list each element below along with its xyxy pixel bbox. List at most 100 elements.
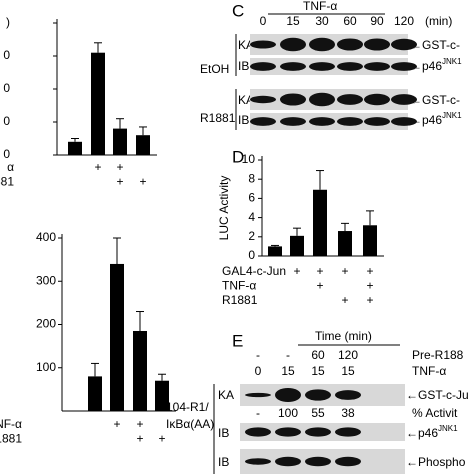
cell: 15 <box>311 364 325 378</box>
cell: 15 <box>341 364 355 378</box>
band <box>280 37 306 52</box>
band-label: ←p46JNK1 <box>410 111 462 127</box>
group-label: R1881 <box>200 111 236 125</box>
band <box>364 38 390 51</box>
band <box>305 456 331 467</box>
y-tick-label: 0 <box>3 48 10 62</box>
y-tick-label: 200 <box>36 317 56 331</box>
band <box>335 456 361 467</box>
condition-mark: + <box>366 279 373 293</box>
condition-mark: + <box>293 264 300 278</box>
bar <box>91 52 105 156</box>
y-tick-label: 8 <box>248 171 255 185</box>
band-text: ←p46 <box>406 426 438 440</box>
row-label: Pre-R188 <box>412 348 464 362</box>
band <box>391 117 417 126</box>
y-tick-label: 4 <box>248 210 255 224</box>
unit: (min) <box>425 14 452 28</box>
condition-label: GAL4-c-Jun <box>222 264 286 278</box>
y-tick-label: 2 <box>248 229 255 243</box>
band-label: ←GST-c-Ju <box>406 388 469 402</box>
condition-mark: + <box>116 160 123 174</box>
condition-label: 1881 <box>0 432 22 446</box>
band-text: ←p46 <box>410 113 442 127</box>
condition-label: TNF-α <box>222 279 256 293</box>
band <box>364 93 390 106</box>
cell: 0 <box>255 364 262 378</box>
band <box>335 390 361 400</box>
y-tick-label: 100 <box>36 360 56 374</box>
band <box>309 92 335 107</box>
time-header: Time (min) <box>315 329 372 343</box>
panel-title: D <box>232 147 244 166</box>
band <box>337 117 363 126</box>
band <box>280 93 306 106</box>
y-tick-label: ) <box>6 15 10 29</box>
y-tick-label: 0 <box>3 81 10 95</box>
condition-label: R1881 <box>222 293 258 307</box>
band <box>337 38 363 51</box>
band <box>391 62 417 71</box>
condition-mark: + <box>139 175 146 189</box>
band-text: ←p46 <box>410 59 442 73</box>
band <box>250 117 276 126</box>
condition-mark: + <box>366 264 373 278</box>
condition-mark: + <box>116 175 123 189</box>
y-axis-label: LUC Activity <box>217 176 231 241</box>
band <box>337 62 363 71</box>
row-label: TNF-α <box>412 364 446 378</box>
time-label: 0 <box>260 14 267 28</box>
band <box>280 62 306 71</box>
band <box>245 392 271 398</box>
band <box>391 94 417 105</box>
condition-mark: + <box>113 417 120 431</box>
band <box>309 37 335 52</box>
condition-mark: + <box>341 264 348 278</box>
condition-mark: + <box>94 160 101 174</box>
band <box>245 427 271 437</box>
ib-label: IB <box>238 59 249 73</box>
band <box>305 389 331 401</box>
band-label: ←GST-c- <box>410 93 460 107</box>
band <box>335 427 361 437</box>
condition-mark: + <box>136 417 143 431</box>
band-label: ←p46JNK1 <box>406 424 458 440</box>
band <box>245 458 271 465</box>
cell-line: IκBα(AA) <box>166 417 214 431</box>
band <box>309 62 335 71</box>
y-tick-label: 400 <box>36 230 56 244</box>
y-tick-label: 0 <box>3 114 10 128</box>
band <box>337 94 363 105</box>
treatment: TNF-α <box>303 0 337 13</box>
y-tick-label: 10 <box>242 152 256 166</box>
panel-title: C <box>232 1 244 20</box>
band <box>275 456 301 467</box>
condition-mark: + <box>136 432 143 446</box>
condition-mark: + <box>158 432 165 446</box>
time-label: 15 <box>286 14 300 28</box>
band <box>250 95 276 104</box>
bar <box>290 235 304 256</box>
group-label: EtOH <box>200 62 229 76</box>
condition-label: α <box>7 160 14 174</box>
cell-line: 104-R1/ <box>166 400 209 414</box>
bar <box>113 128 127 155</box>
band <box>364 62 390 71</box>
band <box>391 38 417 51</box>
band-label: ←GST-c- <box>410 38 460 52</box>
ib-label: IB <box>218 426 229 440</box>
cell: 15 <box>281 364 295 378</box>
band-label: ←Phospho <box>406 455 466 469</box>
ib-label: IB <box>218 455 229 469</box>
bar <box>133 330 147 411</box>
condition-mark: + <box>341 293 348 307</box>
band <box>250 62 276 71</box>
superscript: JNK1 <box>442 111 462 120</box>
band <box>275 427 301 437</box>
bar <box>313 189 327 256</box>
activity-value: 55 <box>311 406 325 420</box>
condition-label: 881 <box>0 175 14 189</box>
superscript: JNK1 <box>438 424 458 433</box>
cell: 120 <box>338 348 358 362</box>
